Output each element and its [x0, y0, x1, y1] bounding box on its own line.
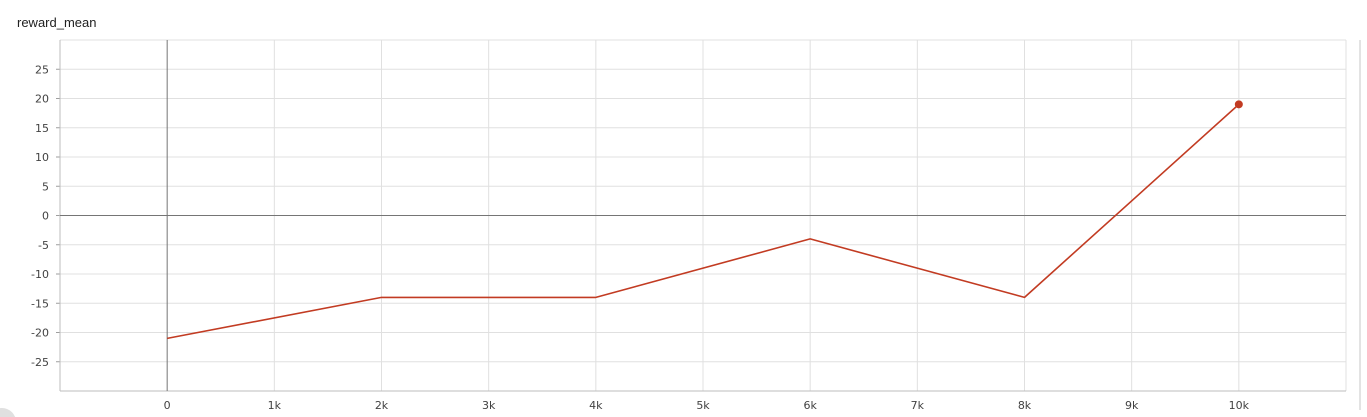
y-tick-label: 10: [35, 151, 49, 164]
x-tick-label: 10k: [1229, 399, 1250, 412]
expand-button[interactable]: [0, 408, 16, 417]
x-tick-label: 2k: [375, 399, 389, 412]
x-tick-label: 0: [164, 399, 171, 412]
y-tick-label: 25: [35, 63, 49, 76]
series-line[interactable]: [167, 103, 1240, 340]
x-tick-label: 4k: [589, 399, 603, 412]
y-tick-label: 20: [35, 93, 49, 106]
card-divider: [1359, 40, 1361, 410]
x-tick-label: 3k: [482, 399, 496, 412]
y-tick-label: -10: [31, 268, 49, 281]
y-tick-label: -15: [31, 297, 49, 310]
y-tick-label: -25: [31, 356, 49, 369]
y-tick-label: 0: [42, 210, 49, 223]
y-tick-label: 5: [42, 180, 49, 193]
y-tick-label: 15: [35, 122, 49, 135]
x-tick-label: 8k: [1018, 399, 1032, 412]
x-tick-label: 1k: [268, 399, 282, 412]
y-tick-label: -5: [38, 239, 49, 252]
x-tick-label: 6k: [803, 399, 817, 412]
y-tick-label: -20: [31, 327, 49, 340]
x-tick-label: 5k: [696, 399, 710, 412]
last-point-marker[interactable]: [1234, 100, 1243, 109]
x-tick-label: 9k: [1125, 399, 1139, 412]
chart-title: reward_mean: [17, 15, 97, 30]
x-tick-label: 7k: [911, 399, 925, 412]
